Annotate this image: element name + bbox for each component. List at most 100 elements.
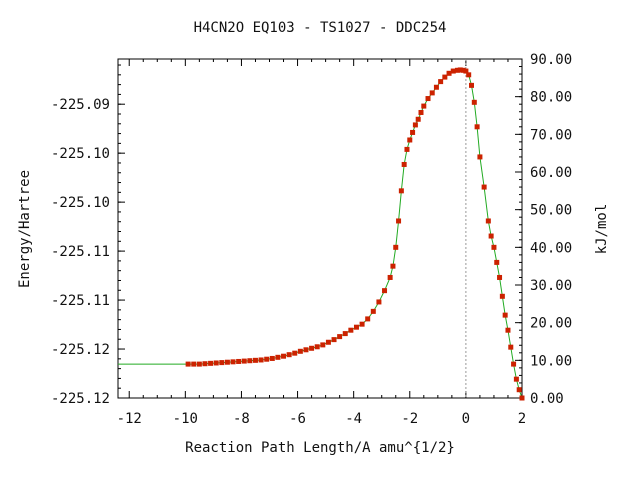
y-right-tick-label: 30.00: [530, 278, 572, 294]
data-point: [485, 218, 491, 224]
data-point: [438, 79, 444, 85]
x-tick-label: -8: [233, 411, 250, 427]
data-point: [264, 356, 270, 362]
y-left-tick-label: -225.12: [51, 391, 110, 407]
data-point: [469, 82, 474, 88]
x-tick-label: -2: [401, 411, 418, 427]
data-point: [433, 84, 439, 90]
data-point: [474, 124, 480, 130]
x-axis-label: Reaction Path Length/A amu^{1/2}: [185, 440, 455, 456]
chart-title: H4CN2O EQ103 - TS1027 - DDC254: [194, 20, 447, 36]
data-point: [219, 360, 225, 366]
data-point: [314, 344, 320, 350]
y-axis-label: Energy/Hartree: [17, 170, 33, 288]
data-point: [196, 361, 202, 367]
data-point: [303, 347, 309, 353]
data-point: [454, 67, 460, 73]
y-left-tick-label: -225.10: [51, 195, 110, 211]
y-left-tick-label: -225.11: [51, 293, 110, 309]
data-point: [418, 109, 424, 115]
data-point: [494, 259, 500, 265]
data-point: [488, 233, 494, 239]
y-right-tick-label: 0.00: [530, 391, 564, 407]
data-point: [390, 263, 396, 269]
data-point: [429, 90, 435, 96]
y2-axis-label: kJ/mol: [594, 204, 610, 255]
data-point: [516, 387, 522, 393]
y-left-tick-label: -225.09: [51, 97, 110, 113]
data-point: [505, 327, 511, 333]
data-point: [370, 308, 376, 314]
data-point: [191, 361, 197, 367]
data-point: [491, 244, 497, 250]
series-line: [118, 69, 523, 399]
data-point: [466, 72, 472, 78]
data-point: [208, 360, 214, 366]
y-right-tick-label: 50.00: [530, 203, 572, 219]
data-point: [398, 188, 404, 194]
data-point: [241, 358, 247, 364]
plot-frame: [117, 58, 523, 399]
y-right-tick-label: 80.00: [530, 90, 572, 106]
data-point: [450, 68, 456, 74]
data-point: [463, 68, 469, 74]
data-point: [337, 334, 343, 340]
data-point: [421, 103, 427, 109]
data-point: [365, 316, 371, 322]
data-point: [412, 122, 418, 128]
y-right-tick-label: 10.00: [530, 353, 572, 369]
data-point: [393, 244, 399, 250]
data-point: [376, 299, 382, 305]
data-point: [460, 67, 466, 73]
x-tick-label: -12: [117, 411, 142, 427]
x-tick-label: -6: [289, 411, 306, 427]
data-point: [286, 352, 292, 358]
data-point: [519, 395, 525, 401]
data-point: [320, 342, 326, 348]
data-point: [269, 355, 275, 361]
y-left-tick-label: -225.10: [51, 146, 110, 162]
data-point: [230, 359, 236, 365]
x-tick-label: 0: [462, 411, 470, 427]
data-point: [499, 293, 505, 299]
data-point: [325, 339, 331, 345]
data-point: [309, 345, 315, 351]
y-left-tick-label: -225.11: [51, 244, 110, 260]
data-point: [342, 331, 348, 337]
data-point: [348, 327, 354, 333]
data-point: [497, 274, 503, 280]
data-point: [213, 360, 219, 366]
data-point: [410, 129, 416, 135]
data-point: [481, 184, 487, 190]
data-point: [247, 358, 253, 364]
data-point: [425, 96, 431, 102]
data-point: [415, 116, 421, 122]
y-right-tick-label: 40.00: [530, 240, 572, 256]
data-point: [446, 70, 452, 76]
axis-ticks: [118, 58, 523, 399]
data-point: [331, 337, 337, 343]
x-tick-label: 2: [518, 411, 526, 427]
data-point: [477, 154, 483, 160]
data-point: [511, 361, 517, 367]
data-point: [401, 161, 407, 167]
data-point: [224, 359, 230, 365]
data-point: [382, 288, 388, 294]
series-points-group: [185, 67, 525, 401]
data-point: [513, 376, 519, 382]
data-point: [442, 74, 448, 80]
series-line-group: [118, 69, 523, 399]
x-tick-label: -4: [345, 411, 362, 427]
data-point: [281, 353, 287, 359]
x-tick-label: -10: [173, 411, 198, 427]
data-point: [359, 321, 365, 327]
data-point: [258, 357, 264, 363]
data-point: [236, 358, 242, 364]
data-point: [353, 324, 359, 330]
data-point: [292, 350, 298, 356]
data-point: [396, 218, 402, 224]
data-point: [508, 344, 514, 350]
y-right-tick-label: 90.00: [530, 52, 572, 68]
data-point: [502, 312, 508, 318]
